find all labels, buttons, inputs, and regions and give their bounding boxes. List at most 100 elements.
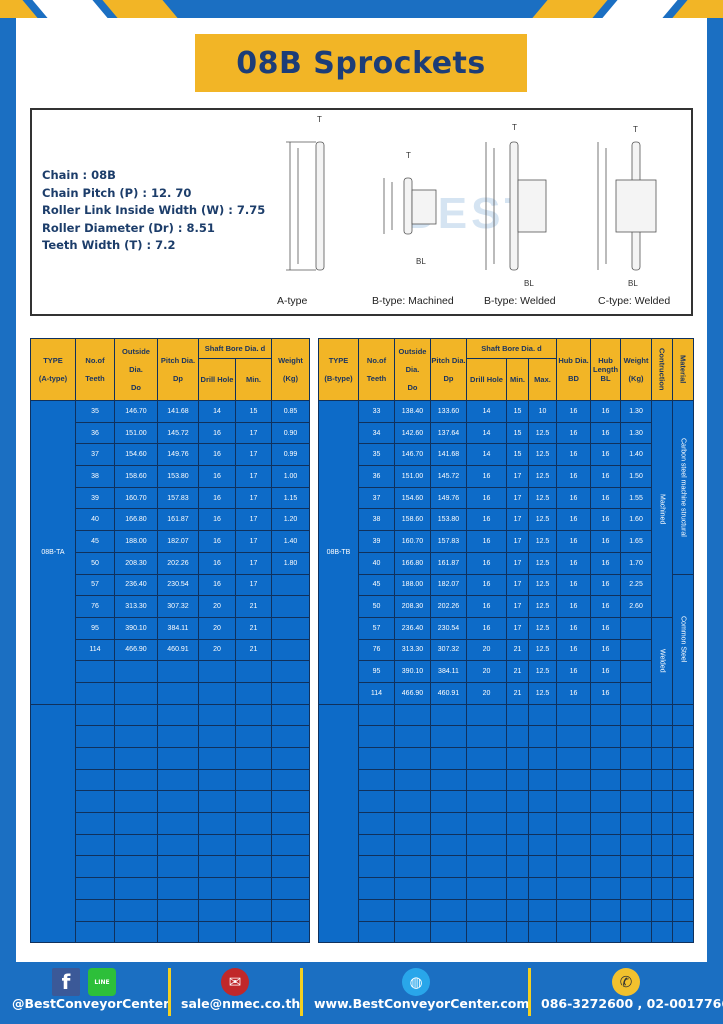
table-cell (271, 616, 310, 640)
table-cell: 12.5 (527, 616, 558, 640)
table-cell: 188.00 (114, 530, 158, 553)
social-handle[interactable]: @BestConveyorCenter (12, 996, 170, 1011)
header-construction: Contruction (651, 338, 674, 401)
table-cell: 20 (466, 681, 507, 705)
table-cell: 145.72 (430, 465, 467, 488)
phone-numbers[interactable]: 086-3272600 , 02-0017766 (541, 996, 723, 1011)
table-row: 40 166.80 161.87 16 17 1.20 (31, 508, 310, 532)
table-cell: 16 (556, 616, 592, 640)
table-cell: 17 (235, 421, 272, 445)
table-cell (506, 703, 529, 727)
line-icon[interactable]: LINE (88, 968, 116, 996)
header-teeth: No.of Teeth (75, 338, 115, 401)
table-cell (651, 833, 674, 857)
decor-stripe (0, 0, 38, 18)
table-cell (590, 877, 622, 900)
table-cell (506, 833, 529, 857)
table-cell (198, 681, 236, 705)
email-link[interactable]: sale@nmec.co.th (181, 996, 301, 1011)
table-row-empty (31, 833, 310, 857)
table-cell: 149.76 (430, 486, 467, 510)
table-cell (75, 747, 115, 770)
type-cell (30, 703, 76, 944)
table-cell (527, 855, 558, 879)
table-cell (198, 812, 236, 835)
table-cell: 17 (235, 573, 272, 597)
dim-bl-label: BL (416, 257, 426, 266)
table-cell (235, 768, 272, 792)
table-cell: 158.60 (114, 465, 158, 488)
header-type: TYPE (B-type) (318, 338, 359, 401)
table-cell (114, 747, 158, 770)
table-cell: 16 (590, 508, 622, 532)
table-cell: 16 (556, 681, 592, 705)
table-cell: 15 (506, 400, 529, 423)
table-cell (114, 920, 158, 944)
table-cell: 158.60 (394, 508, 431, 532)
table-cell (75, 768, 115, 792)
table-cell (430, 812, 467, 835)
table-cell (590, 725, 622, 748)
table-cell: 39 (75, 486, 115, 510)
diagram-label-b-machined: B-type: Machined (372, 295, 454, 307)
table-cell (651, 790, 674, 814)
table-cell (358, 790, 395, 814)
table-cell (556, 833, 592, 857)
table-cell: 16 (590, 660, 622, 683)
header-teeth: No.of Teeth (358, 338, 395, 401)
table-cell (556, 725, 592, 748)
table-cell: 0.99 (271, 443, 310, 467)
table-cell (620, 855, 653, 879)
material-carbon-steel: Carbon steel machine structural (672, 400, 695, 575)
table-cell: 12.5 (527, 638, 558, 662)
table-cell (235, 833, 272, 857)
table-cell: 17 (506, 486, 529, 510)
table-cell (271, 833, 310, 857)
table-cell (75, 877, 115, 900)
table-cell: 384.11 (157, 616, 199, 640)
table-row-empty (319, 747, 695, 770)
table-row-empty (319, 833, 695, 857)
table-cell: 1.30 (620, 400, 653, 423)
type-cell: 08B-TB (318, 400, 359, 705)
table-cell (672, 898, 695, 922)
table-cell (271, 638, 310, 662)
dim-t-label: T (512, 123, 517, 132)
table-row: 95 390.10 384.11 20 21 12.5 16 16 (319, 660, 694, 683)
table-row-empty (31, 855, 310, 879)
table-cell: 0.90 (271, 421, 310, 445)
table-cell: 16 (466, 551, 507, 575)
table-cell (527, 920, 558, 944)
table-cell (620, 638, 653, 662)
dim-bl-label: BL (524, 279, 534, 288)
diagram-label-a: A-type (277, 295, 308, 307)
dim-t-label: T (317, 115, 322, 124)
table-cell (75, 855, 115, 879)
header-outside-dia: Outside Dia. Do (114, 338, 158, 401)
table-row: 08B-TA 35 146.70 141.68 14 15 0.85 (30, 400, 310, 705)
table-cell (235, 725, 272, 748)
header-hub-length: Hub Length BL (590, 338, 622, 401)
table-cell: 133.60 (430, 400, 467, 423)
table-cell: 154.60 (394, 486, 431, 510)
table-cell: 21 (506, 660, 529, 683)
table-cell: 16 (466, 486, 507, 510)
table-cell: 16 (556, 508, 592, 532)
table-cell (394, 877, 431, 900)
table-cell (394, 855, 431, 879)
website-link[interactable]: www.BestConveyorCenter.com (314, 996, 530, 1011)
table-cell (672, 877, 695, 900)
divider (168, 968, 171, 1016)
table-cell (620, 768, 653, 792)
header-pitch-dia: Pitch Dia. Dp (430, 338, 467, 401)
table-cell (271, 747, 310, 770)
facebook-icon[interactable]: f (52, 968, 80, 996)
header-min: Min. (506, 358, 529, 401)
table-cell (590, 790, 622, 814)
table-cell: 16 (590, 681, 622, 705)
table-cell (620, 703, 653, 727)
table-row: 95 390.10 384.11 20 21 (31, 616, 310, 640)
decor-stripe (102, 0, 178, 18)
table-cell: 16 (590, 551, 622, 575)
table-cell (198, 660, 236, 683)
